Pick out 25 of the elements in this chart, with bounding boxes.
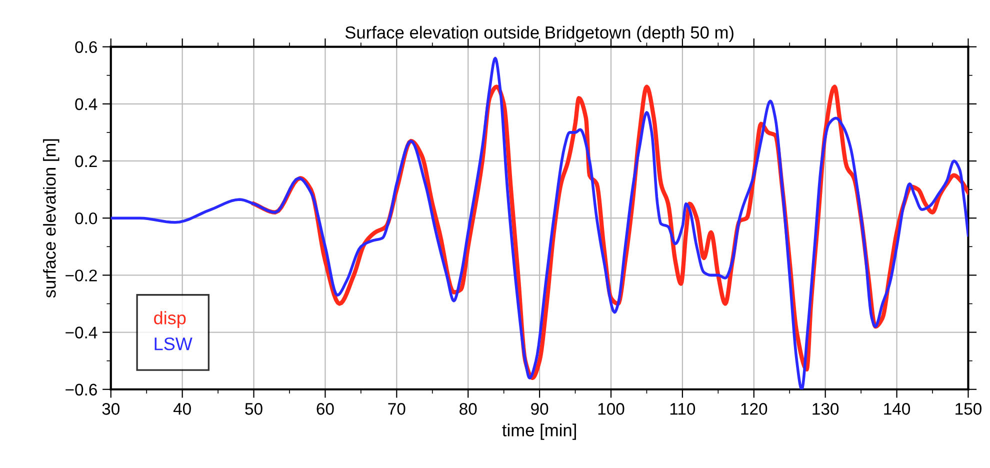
x-tick-label: 60: [316, 403, 334, 415]
x-tick-label: 70: [388, 403, 406, 415]
x-tick-label: 100: [598, 403, 624, 415]
x-tick-label: 80: [460, 403, 477, 415]
x-tick-label: 40: [173, 403, 191, 415]
text: disp: [154, 311, 186, 328]
text: LSW: [154, 337, 192, 350]
x-tick-label: 140: [884, 403, 910, 415]
y-tick-label: 0.2: [75, 155, 97, 168]
y-tick-label: 0.6: [75, 41, 97, 54]
x-tick-label: 110: [670, 403, 696, 415]
y-tick-label: −0.4: [66, 326, 98, 338]
x-tick-label: 90: [531, 403, 548, 415]
y-tick-label: 0.4: [75, 98, 98, 110]
x-tick-label: 130: [812, 403, 839, 415]
y-tick-label: −0.6: [66, 384, 97, 396]
x-axis-title: time [min]: [502, 424, 576, 440]
x-tick-label: 150: [956, 403, 982, 415]
y-tick-label: −0.2: [66, 270, 97, 282]
x-tick-label: 30: [102, 403, 120, 415]
x-tick-label: 50: [245, 403, 262, 415]
y-axis-title: surface elevation [m]: [43, 139, 60, 298]
x-tick-label: 120: [741, 403, 768, 415]
chart-title: Surface elevation outside Bridgetown (depth 50 m): [345, 26, 734, 42]
y-tick-label: 0.0: [75, 212, 98, 224]
